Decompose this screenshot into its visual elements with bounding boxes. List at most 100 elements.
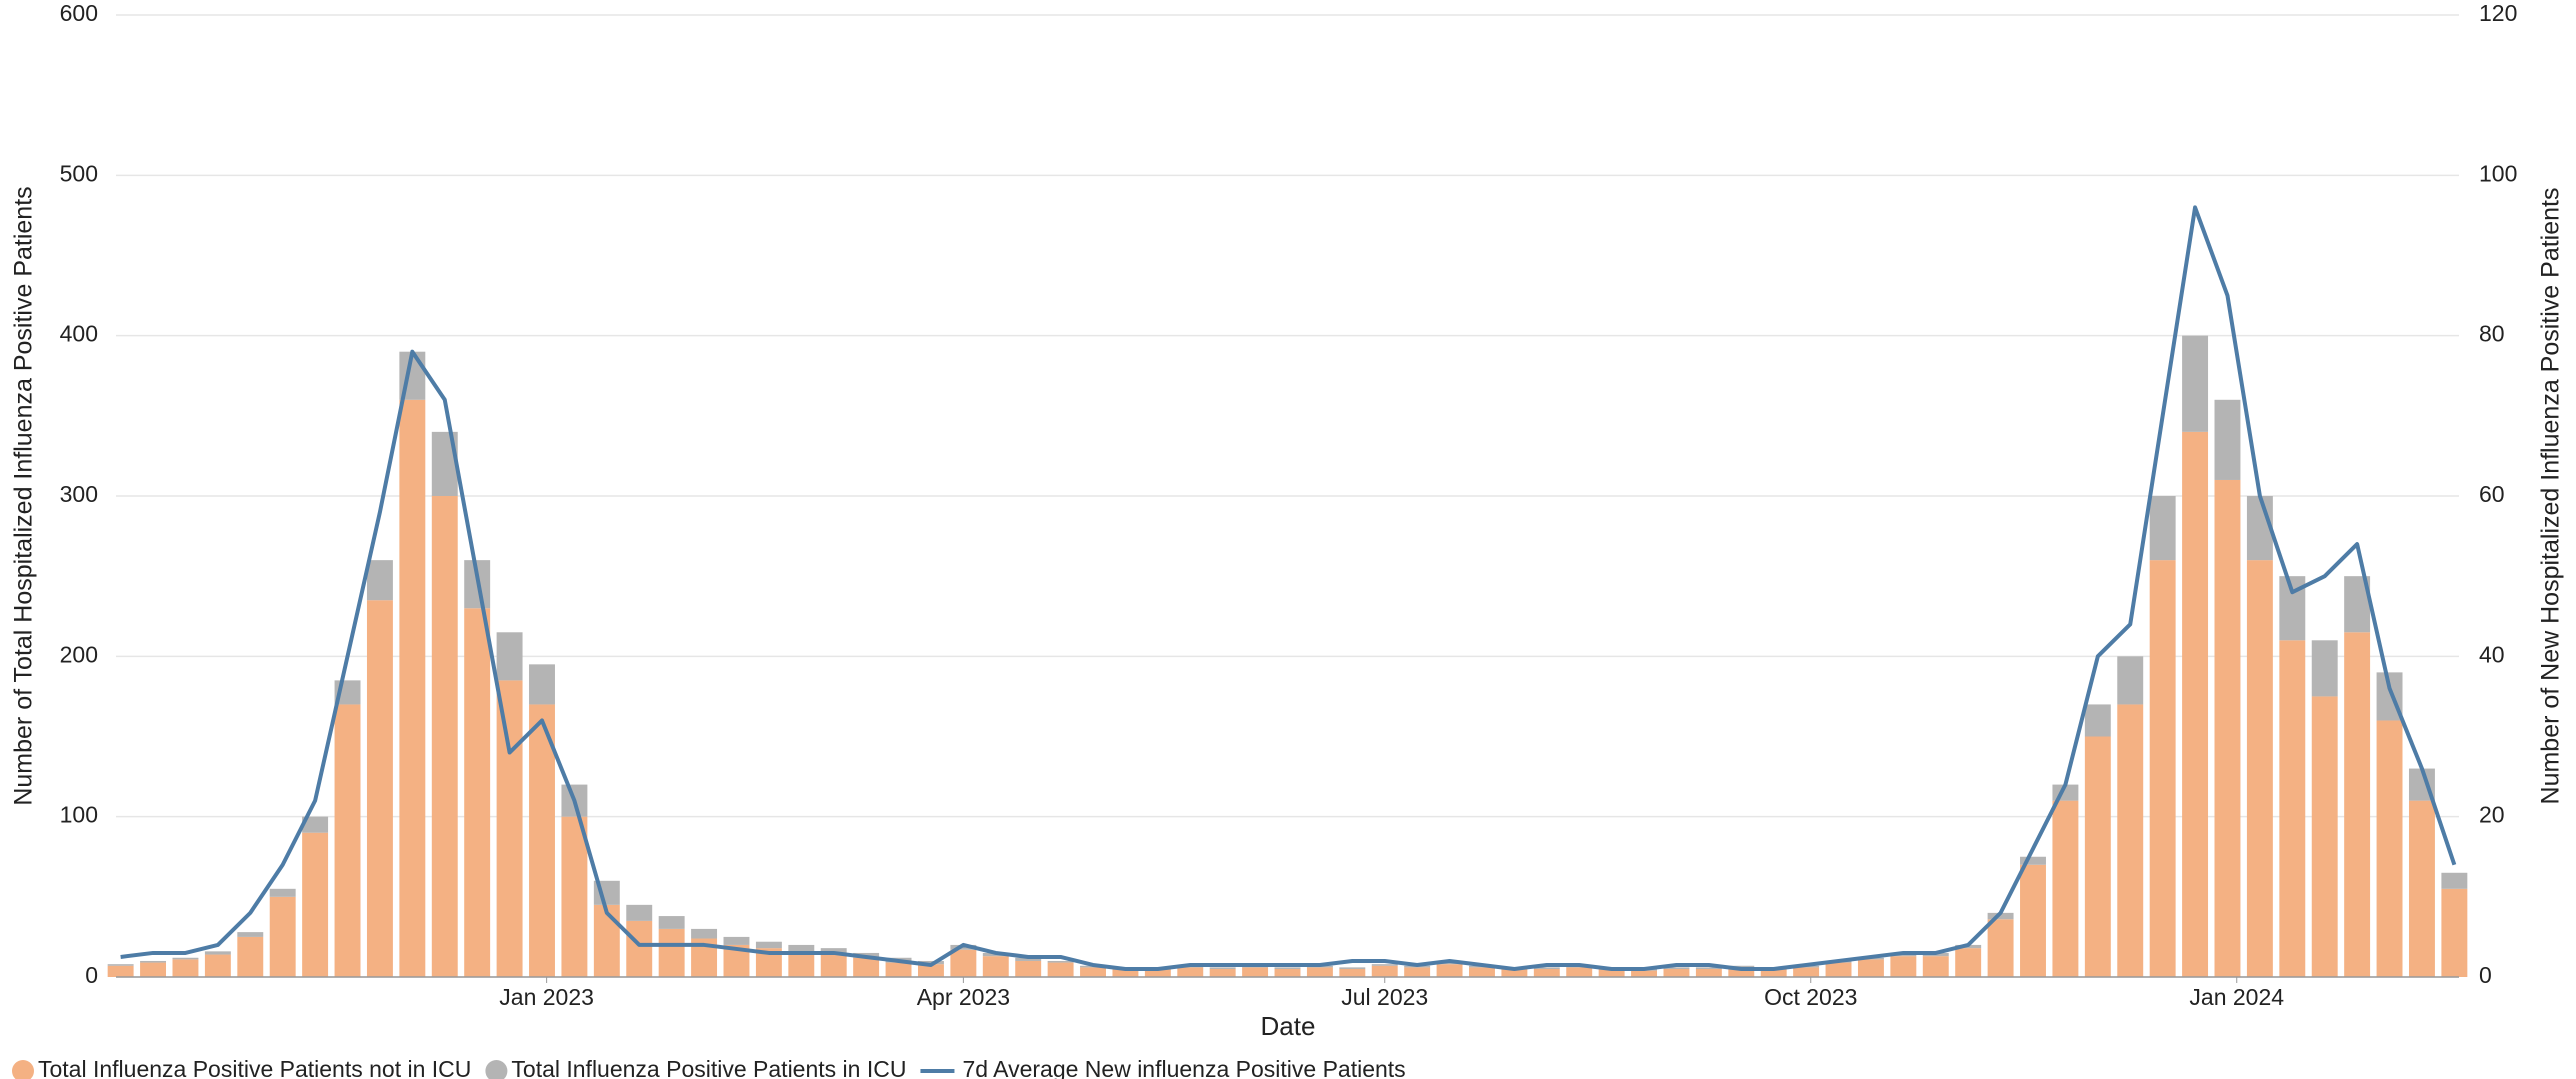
bar (1825, 962, 1852, 977)
x-tick-label: Jan 2024 (2189, 984, 2284, 1010)
bar (1987, 919, 2014, 977)
bar (1533, 968, 1560, 977)
bar (2311, 640, 2338, 697)
bar (658, 916, 685, 929)
bar (820, 948, 847, 953)
legend-swatch (12, 1060, 34, 1079)
bar (1890, 956, 1917, 977)
bar (1728, 965, 1755, 968)
bar (1760, 968, 1787, 977)
bar (2084, 736, 2111, 977)
bar (2246, 560, 2273, 977)
bar (366, 600, 393, 977)
bar (982, 956, 1009, 977)
bar (1922, 956, 1949, 977)
bar (464, 608, 491, 977)
bar (399, 399, 426, 977)
bar (107, 965, 134, 977)
bar (1371, 964, 1398, 966)
bar (1371, 965, 1398, 977)
y2-tick-label: 100 (2479, 160, 2517, 186)
bar (302, 832, 329, 977)
bar (917, 960, 944, 965)
bar (2311, 696, 2338, 977)
legend-label: 7d Average New influenza Positive Patien… (962, 1056, 1405, 1079)
x-tick-label: Apr 2023 (917, 984, 1010, 1010)
bar (1080, 967, 1106, 977)
bar (1144, 968, 1171, 977)
bar (2084, 704, 2111, 737)
x-tick-label: Jan 2023 (499, 984, 594, 1010)
y-tick-label: 400 (60, 321, 98, 347)
bar (140, 962, 167, 977)
y2-tick-label: 20 (2479, 802, 2505, 828)
bar (2020, 864, 2046, 977)
bar (1209, 968, 1236, 977)
bar (1533, 967, 1560, 969)
bar (723, 936, 750, 945)
legend-label: Total Influenza Positive Patients not in… (38, 1056, 471, 1079)
bar (2214, 479, 2241, 977)
bar (1469, 967, 1495, 977)
bar (788, 944, 815, 952)
bar (2149, 560, 2176, 977)
bar (204, 954, 231, 977)
bar (1793, 967, 1820, 977)
bar (1566, 967, 1593, 977)
bar (917, 964, 944, 977)
bar (2182, 335, 2209, 432)
bar (1695, 968, 1722, 977)
legend-label: Total Influenza Positive Patients in ICU (511, 1056, 906, 1079)
bar (1274, 967, 1301, 969)
bar (2246, 496, 2273, 561)
bar (2182, 431, 2209, 977)
bar (2441, 888, 2468, 977)
bar (820, 952, 847, 977)
bar (626, 904, 653, 921)
bar (2117, 704, 2144, 977)
bar (1274, 968, 1301, 977)
y-tick-label: 600 (60, 0, 98, 26)
bar (885, 962, 912, 977)
bar (1339, 968, 1366, 977)
bar (2117, 656, 2144, 705)
bar (1015, 960, 1042, 977)
bar (1339, 967, 1366, 969)
bar (950, 944, 977, 950)
bar (1306, 967, 1333, 977)
bar (2408, 800, 2435, 977)
legend-swatch (485, 1060, 508, 1079)
bar (140, 960, 167, 963)
bar (1436, 964, 1463, 977)
bar (1242, 967, 1269, 977)
bar (237, 932, 264, 937)
bar (593, 904, 620, 977)
line (120, 205, 2457, 971)
x-tick-label: Oct 2023 (1764, 984, 1857, 1010)
bar (1987, 912, 2014, 920)
bar (1436, 962, 1463, 965)
bar (496, 680, 523, 977)
bar (1663, 968, 1690, 977)
bar (2214, 399, 2241, 480)
bar (1695, 967, 1722, 969)
bar (107, 964, 134, 966)
bar (1209, 967, 1236, 969)
bar (1501, 968, 1528, 977)
bar (755, 941, 782, 949)
y2-tick-label: 40 (2479, 641, 2505, 667)
bar (2020, 856, 2046, 865)
bar (691, 928, 718, 939)
bar (269, 888, 296, 897)
bar (1404, 967, 1431, 977)
y-tick-label: 500 (60, 160, 98, 186)
bar (1631, 970, 1658, 977)
bar (788, 951, 815, 977)
bar (2149, 496, 2176, 561)
y-axis-title: Number of Total Hospitalized Influenza P… (10, 186, 38, 805)
bar (2441, 872, 2468, 889)
bar (1890, 954, 1917, 957)
bar (658, 928, 685, 977)
bar (1047, 962, 1074, 977)
bar (2052, 800, 2079, 977)
